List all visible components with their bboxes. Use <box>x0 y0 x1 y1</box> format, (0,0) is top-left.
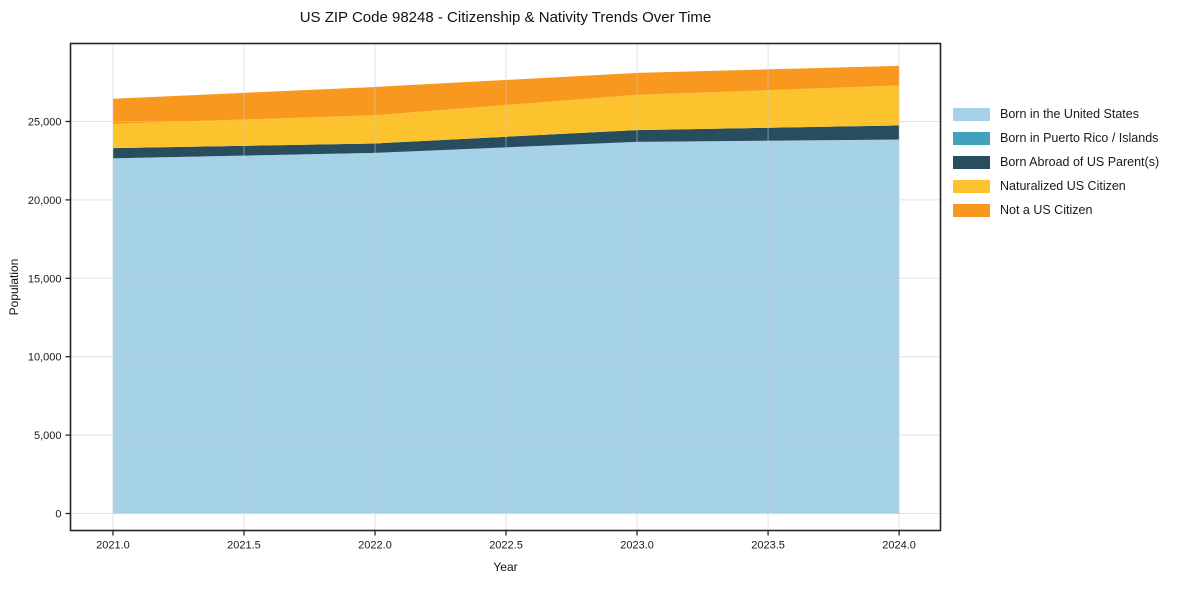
legend-label: Born in Puerto Rico / Islands <box>1000 131 1159 145</box>
legend-swatch-born-puerto-rico <box>953 131 990 145</box>
legend-swatch-not-citizen <box>953 203 990 217</box>
legend-item-born-puerto-rico: Born in Puerto Rico / Islands <box>953 126 1159 150</box>
y-tick-label: 15,000 <box>28 273 62 285</box>
x-tick-label: 2023.0 <box>620 540 654 552</box>
axis-tick-labels: 2021.0 2021.5 2022.0 2022.5 2023.0 2023.5 2024… <box>28 116 916 551</box>
x-tick-label: 2022.5 <box>489 540 523 552</box>
x-tick-label: 2021.5 <box>227 540 261 552</box>
legend-item-born-abroad: Born Abroad of US Parent(s) <box>953 150 1159 174</box>
legend-item-not-citizen: Not a US Citizen <box>953 198 1159 222</box>
y-tick-label: 10,000 <box>28 352 62 364</box>
chart-title: US ZIP Code 98248 - Citizenship & Nativi… <box>299 9 712 26</box>
legend-swatch-born-in-us <box>953 107 990 121</box>
y-tick-label: 0 <box>55 509 61 521</box>
axis-ticks <box>65 120 900 536</box>
legend-swatch-naturalized <box>953 179 990 193</box>
x-tick-label: 2023.5 <box>751 540 785 552</box>
x-axis-label: Year <box>493 560 518 574</box>
y-tick-label: 20,000 <box>28 195 62 207</box>
legend-label: Born in the United States <box>1000 107 1139 121</box>
legend-label: Not a US Citizen <box>1000 203 1093 217</box>
legend-label: Naturalized US Citizen <box>1000 179 1126 193</box>
x-tick-label: 2022.0 <box>358 540 392 552</box>
legend: Born in the United States Born in Puerto… <box>953 102 1159 222</box>
gridlines <box>70 43 941 531</box>
y-tick-label: 25,000 <box>28 116 62 128</box>
legend-label: Born Abroad of US Parent(s) <box>1000 155 1160 169</box>
x-tick-label: 2021.0 <box>96 540 130 552</box>
x-tick-label: 2024.0 <box>882 540 916 552</box>
legend-item-naturalized: Naturalized US Citizen <box>953 174 1159 198</box>
legend-swatch-born-abroad <box>953 155 990 169</box>
legend-item-born-in-us: Born in the United States <box>953 102 1159 126</box>
y-tick-label: 5,000 <box>34 430 62 442</box>
y-axis-label: Population <box>7 258 21 316</box>
